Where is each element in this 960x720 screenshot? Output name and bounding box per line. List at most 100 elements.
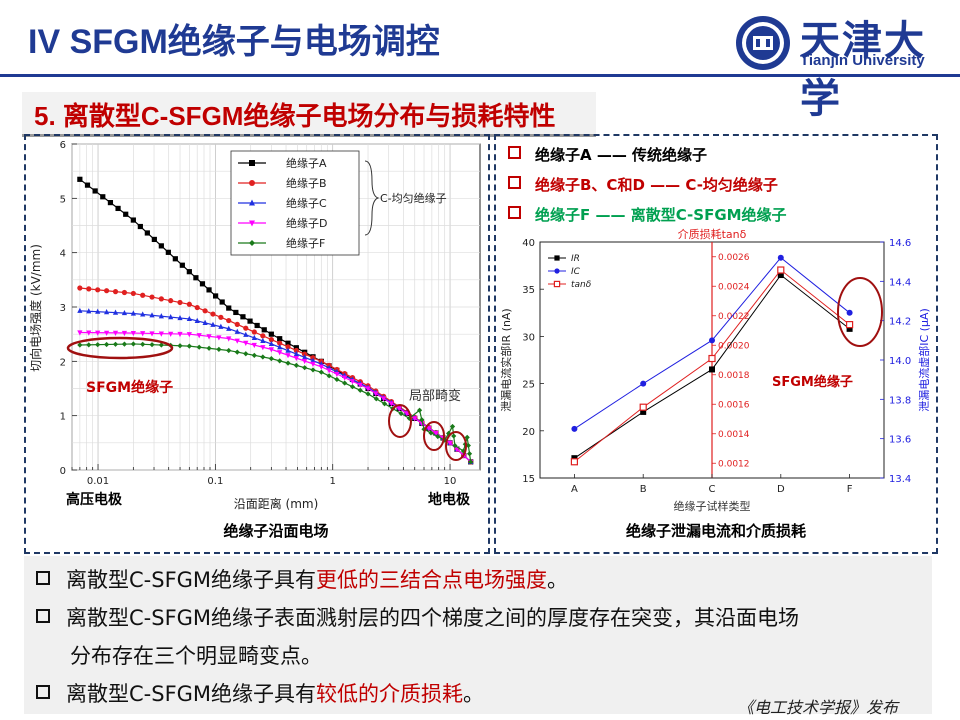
data-point <box>177 314 183 321</box>
data-point <box>218 323 224 329</box>
insulator-f-note: 绝缘子F —— 离散型C-SFGM绝缘子 <box>508 204 787 225</box>
data-point <box>158 331 164 337</box>
legend-label: 绝缘子F <box>286 236 325 250</box>
data-point <box>144 230 150 236</box>
data-point <box>268 347 274 353</box>
legend-label: 绝缘子A <box>286 156 327 170</box>
data-point <box>293 347 299 354</box>
left-chart-caption: 绝缘子沿面电场 <box>223 522 328 540</box>
y-tick-label: 2 <box>60 357 66 368</box>
right-y-left-label: 泄漏电流实部IR (nA) <box>499 308 513 411</box>
y-tick-label: 6 <box>60 140 66 151</box>
data-point <box>172 256 178 262</box>
data-point <box>130 217 136 223</box>
legend-brace-label: C-均匀绝缘子 <box>380 191 447 205</box>
left-tick-label: 15 <box>522 474 535 485</box>
x-tick-label: 1 <box>330 476 336 487</box>
data-point <box>95 287 101 293</box>
page-title: IV SFGM绝缘子与电场调控 <box>28 23 440 61</box>
insulator-a-note: 绝缘子A —— 传统绝缘子 <box>508 144 707 165</box>
data-point <box>293 355 299 362</box>
insulator-bcd-text: 绝缘子B、C和D —— C-均匀绝缘子 <box>535 176 778 194</box>
bullet-3-text: 离散型C-SFGM绝缘子具有 <box>66 682 317 706</box>
legend-label: 绝缘子D <box>286 216 327 230</box>
right-tick-label: 14.2 <box>889 317 911 328</box>
insulator-f-text: 绝缘子F —— 离散型C-SFGM绝缘子 <box>535 206 787 224</box>
data-point <box>416 407 423 413</box>
data-point <box>465 442 471 449</box>
right-data-point <box>570 458 579 466</box>
mid-tick-label: 0.0012 <box>718 459 750 469</box>
data-point <box>302 351 308 357</box>
left-tick-label: 25 <box>522 380 535 391</box>
data-point <box>357 382 363 388</box>
bullet-2-cont: 分布存在三个明显畸变点。 <box>70 640 322 670</box>
data-point <box>302 365 308 371</box>
data-point <box>186 332 192 338</box>
data-point <box>234 349 240 355</box>
right-legend-marker <box>554 255 560 261</box>
category-tick-label: A <box>571 484 578 495</box>
data-point <box>349 379 356 385</box>
y-tick-label: 1 <box>60 412 66 423</box>
legend-marker <box>249 180 255 186</box>
category-tick-label: B <box>640 484 647 495</box>
data-point <box>285 347 291 353</box>
data-point <box>247 318 253 324</box>
data-point <box>186 315 192 322</box>
legend-brace <box>364 160 380 236</box>
hv-electrode-label: 高压电极 <box>66 491 123 508</box>
data-point <box>412 416 418 422</box>
mid-tick-label: 0.0018 <box>718 371 750 381</box>
data-point <box>302 354 308 360</box>
mid-tick-label: 0.0022 <box>718 312 750 322</box>
data-point <box>243 340 249 346</box>
data-point <box>86 286 92 292</box>
left-chart-panel <box>24 134 490 554</box>
source-credit: 《电工技术学报》发布 <box>738 698 899 717</box>
data-point <box>193 275 199 281</box>
right-chart-panel <box>494 134 938 554</box>
y-tick-label: 0 <box>60 466 66 477</box>
data-point <box>293 362 299 369</box>
data-point <box>365 386 371 392</box>
data-point <box>158 296 164 302</box>
data-point <box>381 401 388 407</box>
data-point <box>254 322 260 329</box>
data-point <box>234 338 240 344</box>
university-name-cn: 天津大学 <box>800 17 926 122</box>
surface-field-chart: 0.01 0.1 1 10 0 1 2 3 4 5 6 绝缘子A 绝缘子B 绝缘子C 绝缘子D 绝缘子F C… <box>28 140 481 540</box>
data-point <box>243 331 249 337</box>
bullet-1-emphasis: 更低的三结合点电场强度 <box>316 568 548 592</box>
data-point <box>121 309 128 316</box>
data-point <box>464 434 470 440</box>
right-data-point <box>708 354 716 363</box>
data-point <box>149 331 155 337</box>
data-point <box>277 336 283 342</box>
right-chart-caption: 绝缘子泄漏电流和介质损耗 <box>626 522 806 540</box>
data-point <box>77 342 83 348</box>
right-data-point <box>777 254 784 261</box>
data-point <box>130 330 136 337</box>
data-point <box>130 310 136 316</box>
data-point <box>77 307 83 313</box>
data-point <box>293 350 299 357</box>
data-point <box>318 369 324 375</box>
right-data-point <box>777 272 784 279</box>
data-point <box>112 309 119 315</box>
data-point <box>168 298 174 304</box>
legend-label: 绝缘子C <box>286 196 327 210</box>
data-point <box>210 321 216 327</box>
distortion-ellipse-1 <box>388 404 412 438</box>
data-point <box>433 430 439 437</box>
left-tick-label: 40 <box>522 238 535 249</box>
bullet-square-icon <box>36 609 50 623</box>
legend-marker <box>249 240 255 246</box>
data-point <box>365 391 371 397</box>
right-tick-label: 13.4 <box>889 474 911 485</box>
data-point <box>285 344 291 350</box>
distortion-ellipse-3 <box>445 431 467 461</box>
data-point <box>137 223 143 230</box>
data-point <box>446 430 452 436</box>
right-data-point <box>640 380 647 387</box>
